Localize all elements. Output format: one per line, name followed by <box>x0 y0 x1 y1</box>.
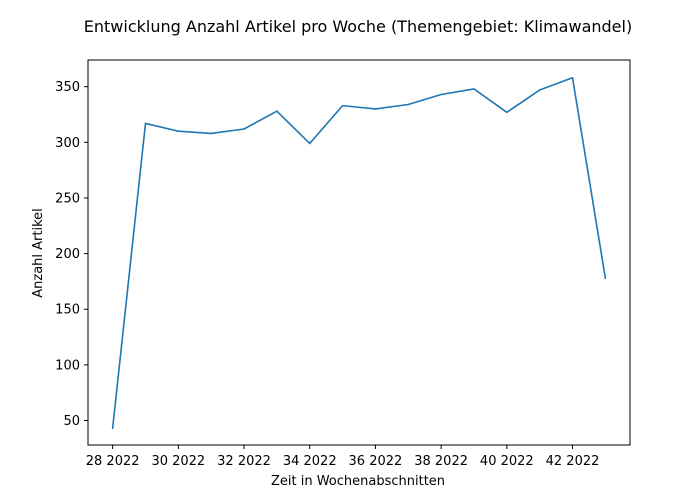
x-axis-label: Zeit in Wochenabschnitten <box>271 474 445 489</box>
data-point <box>243 128 245 130</box>
plot-frame <box>87 59 631 446</box>
series-group <box>111 77 607 430</box>
data-point <box>374 108 377 110</box>
chart-title: Entwicklung Anzahl Artikel pro Woche (Th… <box>84 17 632 36</box>
y-axis-label: Anzahl Artikel <box>31 208 46 298</box>
y-tick-label: 300 <box>55 136 80 151</box>
data-point <box>111 427 114 430</box>
x-tick-label: 28 2022 <box>86 454 140 469</box>
data-point <box>473 88 475 90</box>
x-tick-label: 38 2022 <box>414 454 468 469</box>
data-point <box>407 103 410 106</box>
y-axis-ticks: 50 100 150 200 250 300 350 <box>55 80 88 429</box>
y-tick-label: 350 <box>55 80 80 95</box>
x-axis-ticks: 28 2022 30 2022 32 2022 34 2022 36 2022 38 20… <box>86 445 600 469</box>
x-tick-label: 32 2022 <box>217 454 271 469</box>
plot-area <box>87 59 631 446</box>
y-tick-label: 100 <box>55 358 80 373</box>
y-tick-label: 250 <box>55 191 80 206</box>
data-point <box>210 132 212 135</box>
data-point <box>144 122 147 125</box>
x-tick-label: 36 2022 <box>349 454 403 469</box>
data-point <box>440 93 442 96</box>
data-point <box>177 130 180 133</box>
data-point <box>571 77 574 79</box>
x-tick-label: 34 2022 <box>283 454 337 469</box>
data-point <box>506 111 508 114</box>
data-point <box>341 104 344 107</box>
data-point <box>276 110 278 112</box>
x-tick-label: 30 2022 <box>151 454 205 469</box>
series-line-0 <box>111 77 607 430</box>
y-tick-label: 200 <box>55 247 80 262</box>
x-tick-label: 42 2022 <box>546 454 600 469</box>
y-tick-label: 150 <box>55 303 80 318</box>
x-tick-label: 40 2022 <box>480 454 534 469</box>
y-tick-label: 50 <box>63 414 80 429</box>
data-point <box>538 89 541 91</box>
data-point <box>308 142 311 145</box>
data-point <box>604 277 607 279</box>
